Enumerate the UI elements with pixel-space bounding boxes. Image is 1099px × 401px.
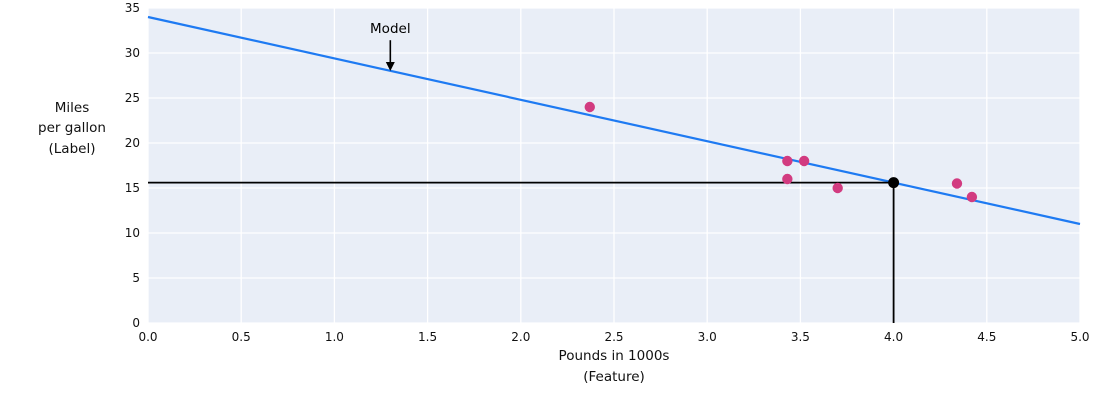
y-axis-label-line2: per gallon bbox=[38, 120, 106, 137]
scatter-point bbox=[782, 155, 793, 167]
scatter-point bbox=[966, 191, 978, 203]
scatter-point bbox=[951, 178, 963, 189]
scatter-point bbox=[584, 101, 595, 113]
x-tick-label: 2.0 bbox=[511, 330, 530, 344]
annotation-arrowhead-icon bbox=[385, 62, 395, 71]
y-tick-label: 35 bbox=[125, 1, 140, 15]
x-tick-label: 3.0 bbox=[698, 330, 717, 344]
y-axis-label-line1: Miles bbox=[54, 100, 90, 116]
x-axis-label: Pounds in 1000s (Feature) bbox=[148, 346, 1080, 388]
annotation-label: Model bbox=[370, 21, 411, 37]
y-tick-label: 10 bbox=[125, 226, 140, 240]
scatter-point bbox=[798, 155, 810, 167]
x-tick-label: 3.5 bbox=[791, 330, 810, 344]
x-tick-label: 4.0 bbox=[884, 330, 903, 344]
y-tick-label: 25 bbox=[125, 91, 140, 105]
x-tick-label: 0.5 bbox=[232, 330, 251, 344]
prediction-point bbox=[888, 177, 900, 189]
scatter-point bbox=[782, 173, 793, 185]
scatter-point bbox=[832, 182, 843, 194]
y-axis-label: Miles per gallon (Label) bbox=[8, 98, 136, 159]
x-tick-label: 4.5 bbox=[977, 330, 996, 344]
x-tick-label: 2.5 bbox=[604, 330, 623, 344]
x-axis-label-sub: (Feature) bbox=[583, 368, 645, 385]
y-tick-label: 30 bbox=[125, 46, 140, 60]
y-tick-label: 5 bbox=[132, 271, 140, 285]
model-line bbox=[147, 15, 1081, 226]
x-tick-label: 0.0 bbox=[138, 330, 157, 344]
x-tick-label: 5.0 bbox=[1070, 330, 1089, 344]
y-tick-label: 15 bbox=[125, 181, 140, 195]
y-tick-label: 0 bbox=[132, 316, 140, 330]
x-tick-label: 1.5 bbox=[418, 330, 437, 344]
x-tick-label: 1.0 bbox=[325, 330, 344, 344]
y-axis-label-line3: (Label) bbox=[48, 140, 96, 157]
x-axis-label-main: Pounds in 1000s bbox=[558, 348, 670, 364]
y-tick-label: 20 bbox=[125, 136, 140, 150]
